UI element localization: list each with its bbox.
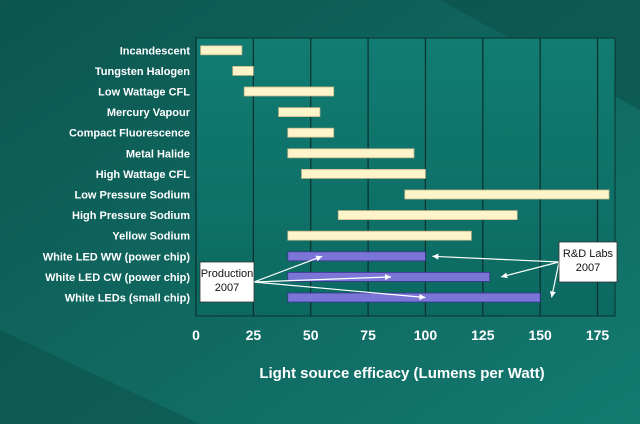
callout-rd-labs-2007: R&D Labs 2007 xyxy=(432,241,618,298)
bar-tungsten-halogen xyxy=(232,66,254,76)
bar-white-led-ww-power-chip xyxy=(287,251,426,262)
x-tick-label: 0 xyxy=(192,327,200,343)
category-label: Low Pressure Sodium xyxy=(74,190,190,202)
bar-mercury-vapour xyxy=(278,107,321,117)
bar-low-pressure-sodium xyxy=(404,189,610,200)
callout-arrow xyxy=(432,255,560,263)
callout-arrowhead xyxy=(432,253,439,260)
callout-arrow xyxy=(501,261,560,278)
category-label: White LEDs (small chip) xyxy=(65,293,191,305)
background-wedge-lower xyxy=(0,330,200,424)
category-label: Mercury Vapour xyxy=(107,107,191,119)
x-tick-labels: 0 25 50 75 100 125 150 175 xyxy=(192,327,609,343)
x-tick-label: 25 xyxy=(246,327,262,343)
bar-white-leds-small-chip xyxy=(287,292,541,303)
callout-arrow xyxy=(253,255,323,283)
x-tick-label: 75 xyxy=(360,327,376,343)
callout-text: 2007 xyxy=(576,262,600,274)
callout-arrowhead xyxy=(419,293,426,300)
bar-yellow-sodium xyxy=(287,230,472,241)
category-label: White LED WW (power chip) xyxy=(43,251,191,263)
bar-high-pressure-sodium xyxy=(337,210,518,221)
category-label: High Wattage CFL xyxy=(96,169,191,181)
category-label: Tungsten Halogen xyxy=(95,66,190,78)
category-labels: Incandescent Tungsten Halogen Low Wattage … xyxy=(43,45,191,304)
callout-text: Production xyxy=(201,268,254,280)
annotations: Production 2007 R&D Labs 2007 xyxy=(199,241,618,303)
callout-arrow xyxy=(551,261,560,298)
category-label: Metal Halide xyxy=(126,148,190,160)
x-tick-label: 50 xyxy=(303,327,319,343)
x-axis-label: Light source efficacy (Lumens per Watt) xyxy=(259,365,544,382)
callout-production-2007: Production 2007 xyxy=(199,255,426,303)
callout-text: R&D Labs xyxy=(563,248,614,260)
bar-high-wattage-cfl xyxy=(301,168,426,179)
x-tick-label: 100 xyxy=(414,327,438,343)
callout-arrow xyxy=(253,276,392,283)
bar-incandescent xyxy=(200,45,243,56)
callout-arrow xyxy=(253,281,426,299)
bar-metal-halide xyxy=(287,148,415,159)
category-label: Low Wattage CFL xyxy=(98,87,190,99)
x-tick-label: 150 xyxy=(528,327,552,343)
callout-text: 2007 xyxy=(215,282,239,294)
bar-low-wattage-cfl xyxy=(243,86,335,97)
category-label: Yellow Sodium xyxy=(112,231,190,243)
callout-box xyxy=(199,261,255,303)
bar-compact-fluorescence xyxy=(287,127,335,138)
callout-arrowhead xyxy=(549,291,556,298)
callout-arrowhead xyxy=(384,274,392,281)
category-label: Incandescent xyxy=(120,45,191,57)
x-tick-label: 175 xyxy=(586,327,610,343)
category-label: High Pressure Sodium xyxy=(72,210,190,222)
category-label: Compact Fluorescence xyxy=(69,128,190,140)
category-label: White LED CW (power chip) xyxy=(45,272,190,284)
x-tick-label: 125 xyxy=(471,327,495,343)
callout-box xyxy=(558,241,618,283)
callout-arrowhead xyxy=(501,272,508,279)
callout-arrowhead xyxy=(315,255,323,262)
